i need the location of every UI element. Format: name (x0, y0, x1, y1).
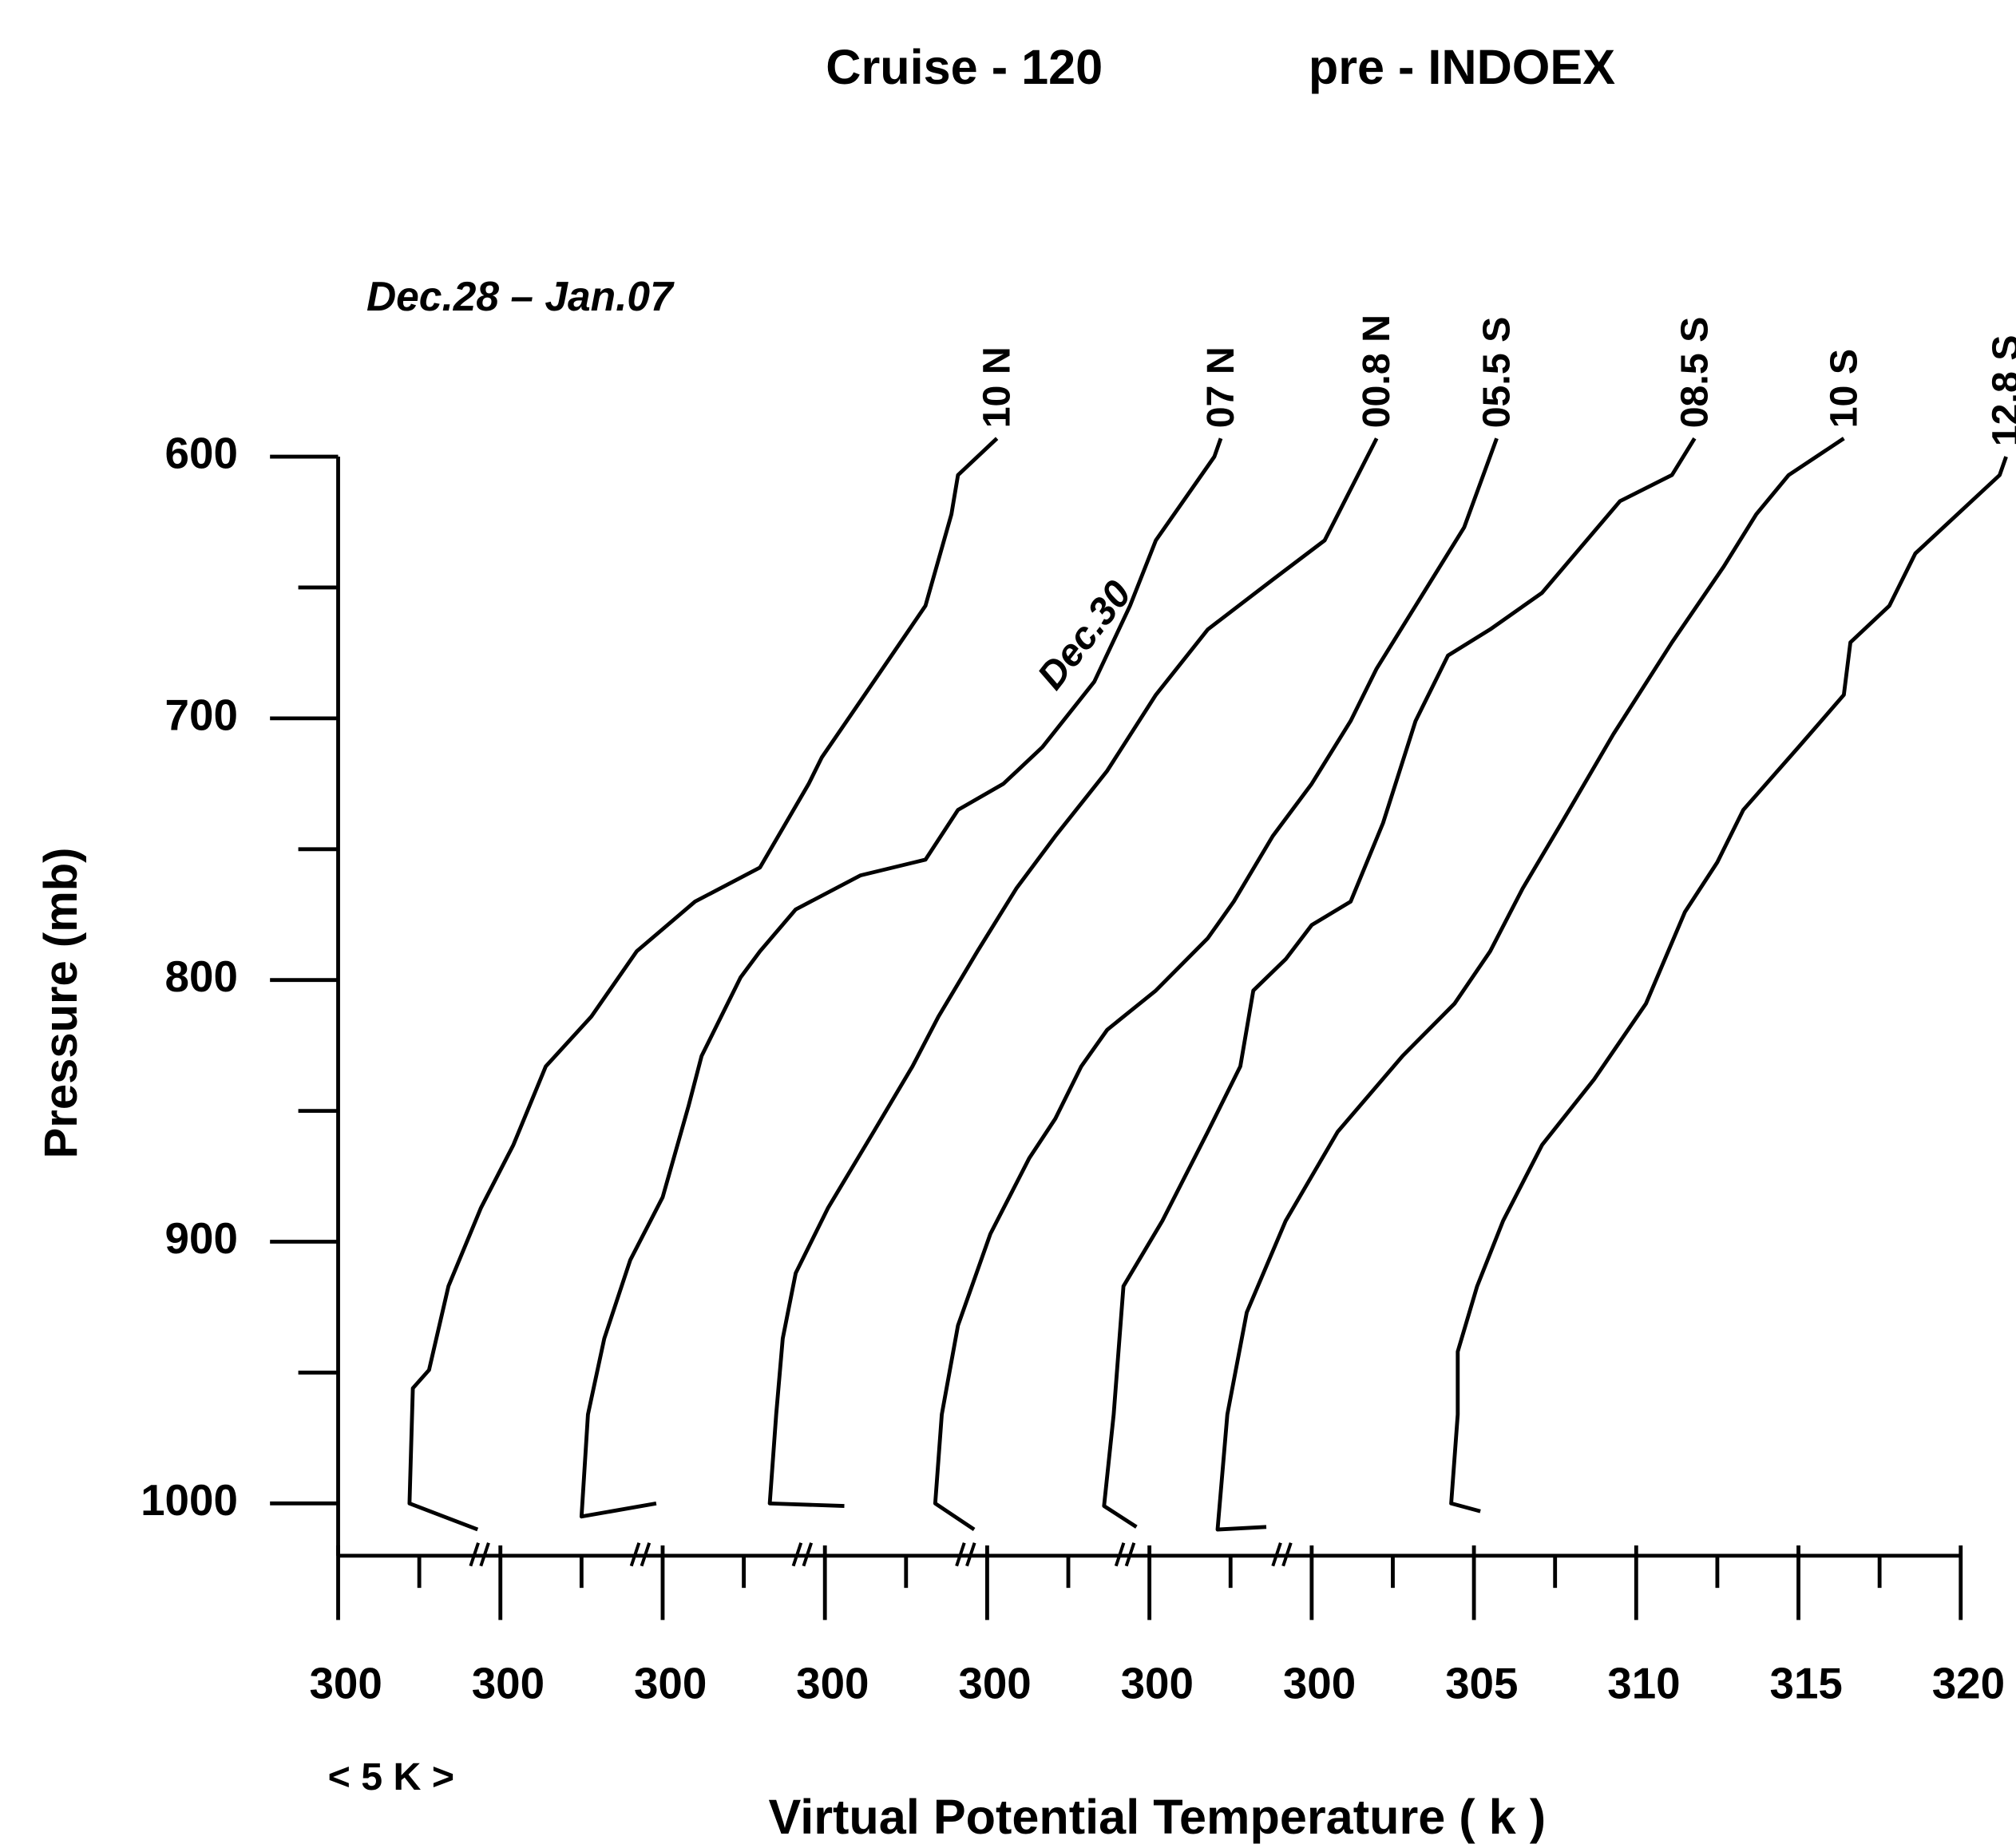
scale-note: < 5 K > (328, 1755, 454, 1798)
date-range: Dec.28 – Jan.07 (366, 273, 675, 319)
x-tick-label: 300 (958, 1659, 1031, 1708)
x-tick-label: 300 (1121, 1659, 1194, 1708)
profile-line (407, 437, 999, 1532)
y-tick-label: 800 (165, 952, 238, 1001)
y-axis-label: Pressure (mb) (36, 848, 87, 1159)
series-label: 07 N (1199, 346, 1242, 428)
y-tick-label: 1000 (141, 1475, 238, 1525)
profile-line (933, 437, 1499, 1532)
x-tick-label: 310 (1607, 1659, 1680, 1708)
x-tick-label: 315 (1770, 1659, 1843, 1708)
chart-title: Cruise - 120 (826, 40, 1103, 94)
curve-annotation: Dec.30 (1029, 572, 1140, 697)
x-tick-label: 300 (472, 1659, 545, 1708)
x-tick-label: 300 (634, 1659, 707, 1708)
profile-line (767, 437, 1379, 1508)
series-label: 12.8 S (1985, 335, 2016, 447)
series-label: 10 N (976, 346, 1019, 428)
y-tick-label: 900 (165, 1213, 238, 1263)
profile-line (579, 437, 1223, 1519)
series-label: 05.5 S (1475, 317, 1519, 429)
x-tick-label: 300 (1283, 1659, 1356, 1708)
series-label: 10 S (1822, 349, 1865, 428)
x-axis-label: Virtual Potential Temperature ( k ) (769, 1790, 1547, 1844)
chart-subtitle: pre - INDOEX (1309, 40, 1615, 94)
x-tick-label: 300 (796, 1659, 869, 1708)
x-tick-label: 300 (309, 1659, 382, 1708)
series-label: 00.8 N (1355, 315, 1398, 428)
x-tick-label: 305 (1445, 1659, 1518, 1708)
y-tick-label: 700 (165, 690, 238, 739)
profile-line (1449, 456, 2008, 1514)
profile-line (1102, 437, 1697, 1529)
profile-line (1215, 437, 1845, 1532)
y-tick-label: 600 (165, 429, 238, 478)
series-label: 08.5 S (1673, 317, 1716, 429)
x-tick-label: 320 (1932, 1659, 2005, 1708)
